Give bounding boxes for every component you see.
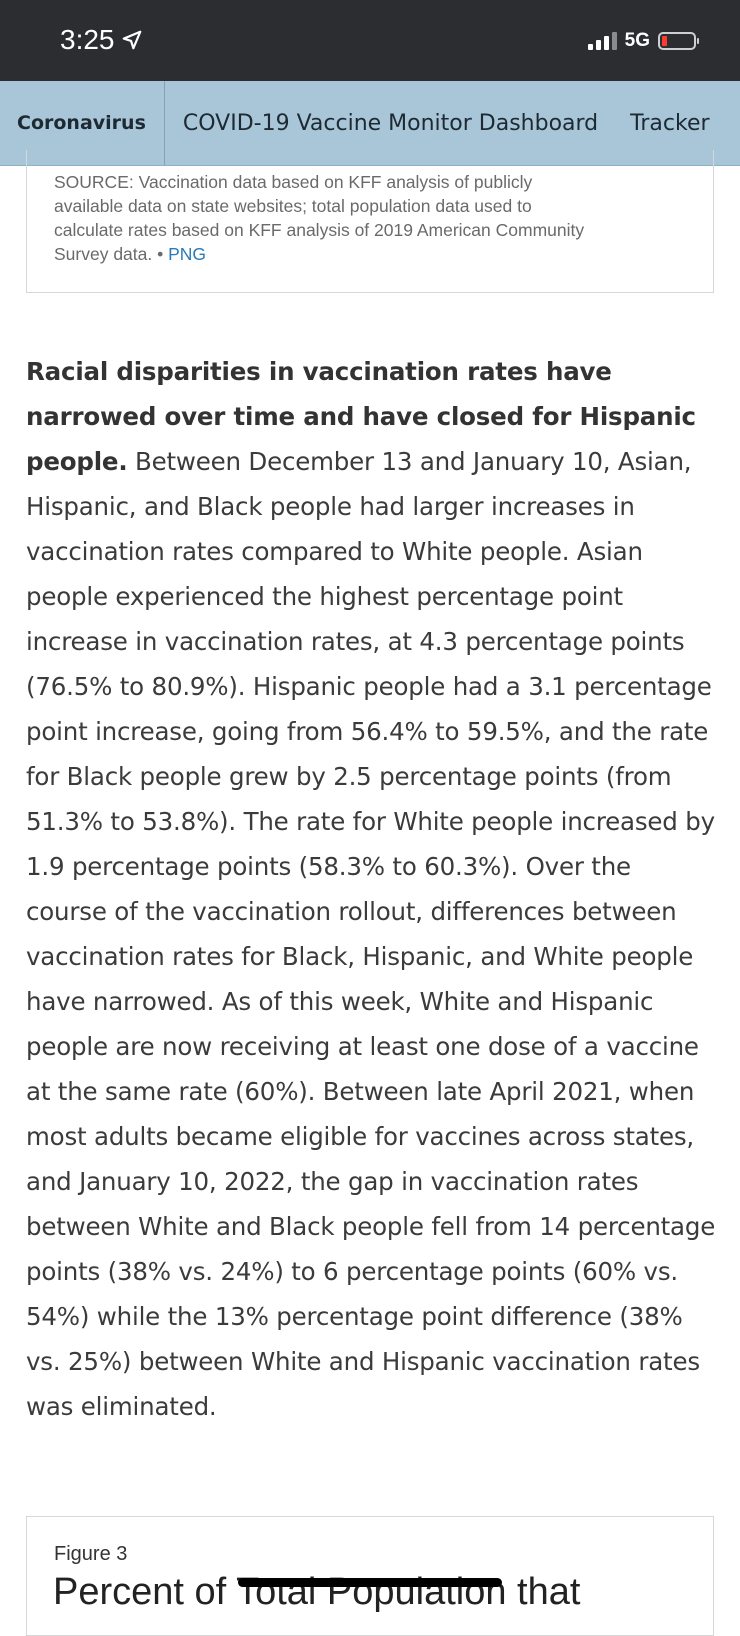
home-indicator[interactable] bbox=[238, 1578, 502, 1587]
nav-item-tracker[interactable]: Tracker bbox=[630, 110, 710, 136]
status-bar: 3:25 5G bbox=[0, 0, 740, 81]
source-note: SOURCE: Vaccination data based on KFF an… bbox=[54, 170, 594, 266]
figure-label: Figure 3 bbox=[54, 1543, 128, 1565]
figure-box: Figure 3 Percent of Total Population tha… bbox=[26, 1516, 714, 1636]
status-time: 3:25 bbox=[60, 24, 115, 55]
source-note-text: SOURCE: Vaccination data based on KFF an… bbox=[54, 172, 585, 264]
status-time-group: 3:25 bbox=[60, 24, 143, 56]
location-arrow-icon bbox=[122, 30, 141, 50]
figure-source-box: SOURCE: Vaccination data based on KFF an… bbox=[26, 150, 714, 293]
article-lead: Racial disparities in vaccination rates … bbox=[26, 357, 696, 476]
png-download-link[interactable]: PNG bbox=[168, 244, 207, 264]
topic-nav-bar: Coronavirus COVID-19 Vaccine Monitor Das… bbox=[0, 81, 740, 166]
signal-icon bbox=[587, 32, 617, 50]
status-indicators: 5G bbox=[587, 30, 699, 52]
nav-item-vaccine-monitor-dashboard[interactable]: COVID-19 Vaccine Monitor Dashboard bbox=[182, 110, 599, 136]
article-body: Between December 13 and January 10, Asia… bbox=[26, 447, 716, 1421]
nav-item-coronavirus[interactable]: Coronavirus bbox=[0, 81, 165, 165]
network-label: 5G bbox=[624, 30, 650, 51]
battery-icon bbox=[658, 32, 699, 50]
article-paragraph: Racial disparities in vaccination rates … bbox=[26, 349, 716, 1429]
